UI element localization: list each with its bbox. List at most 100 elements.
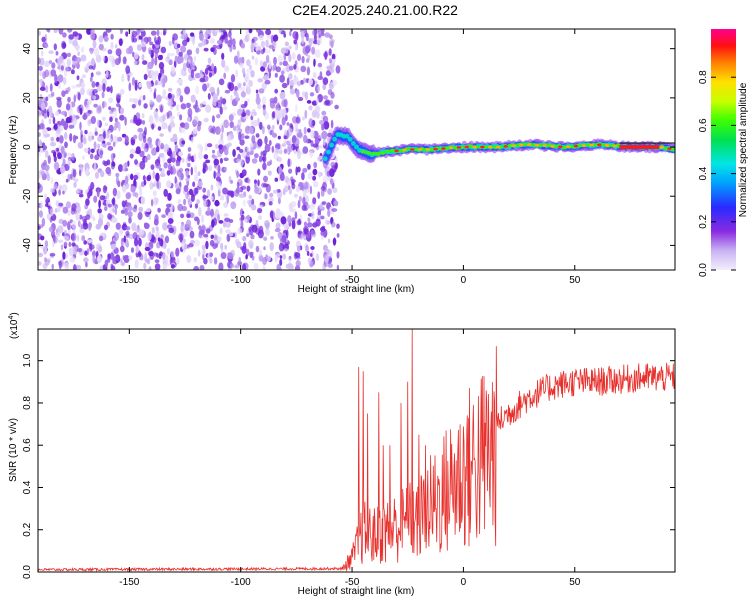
- noise-speckle: [141, 141, 146, 149]
- noise-speckle: [73, 94, 77, 103]
- noise-speckle: [283, 47, 289, 54]
- noise-speckle: [164, 235, 170, 244]
- noise-speckle: [188, 188, 194, 196]
- noise-speckle: [210, 234, 215, 239]
- noise-speckle: [215, 143, 219, 149]
- noise-speckle: [221, 52, 225, 60]
- noise-speckle: [278, 29, 282, 34]
- noise-speckle: [317, 62, 323, 68]
- noise-speckle: [336, 264, 340, 270]
- noise-speckle: [98, 235, 104, 242]
- noise-speckle: [72, 168, 77, 178]
- noise-speckle: [279, 144, 283, 151]
- noise-speckle: [336, 251, 340, 259]
- noise-speckle: [274, 72, 278, 78]
- noise-speckle: [322, 83, 327, 90]
- noise-speckle: [54, 74, 58, 84]
- noise-speckle: [125, 31, 129, 37]
- noise-speckle: [102, 116, 106, 121]
- noise-speckle: [260, 40, 266, 48]
- noise-speckle: [139, 188, 143, 197]
- noise-speckle: [176, 91, 179, 99]
- noise-speckle: [245, 254, 248, 260]
- noise-speckle: [312, 168, 318, 176]
- noise-speckle: [295, 104, 298, 113]
- noise-speckle: [88, 65, 94, 70]
- noise-speckle: [246, 185, 251, 192]
- noise-speckle: [118, 164, 123, 173]
- noise-speckle: [38, 139, 43, 149]
- noise-speckle: [251, 158, 258, 164]
- noise-speckle: [69, 256, 76, 263]
- noise-speckle: [39, 86, 46, 91]
- noise-speckle: [127, 74, 130, 82]
- noise-speckle: [53, 151, 57, 158]
- noise-speckle: [146, 81, 152, 90]
- noise-speckle: [72, 134, 77, 144]
- noise-speckle: [148, 266, 152, 270]
- noise-speckle: [220, 242, 224, 250]
- noise-speckle: [172, 36, 175, 45]
- noise-speckle: [190, 94, 196, 103]
- noise-speckle: [224, 166, 227, 172]
- noise-speckle: [289, 88, 296, 95]
- noise-speckle: [61, 110, 67, 116]
- noise-speckle: [240, 133, 245, 140]
- noise-speckle: [303, 221, 308, 227]
- noise-speckle: [300, 65, 307, 73]
- noise-speckle: [92, 217, 96, 222]
- noise-speckle: [138, 35, 143, 40]
- noise-speckle: [212, 93, 218, 103]
- noise-speckle: [254, 179, 257, 185]
- noise-speckle: [40, 146, 44, 154]
- noise-speckle: [263, 236, 268, 241]
- noise-speckle: [144, 252, 147, 261]
- noise-speckle: [80, 86, 85, 96]
- noise-speckle: [239, 86, 245, 92]
- noise-speckle: [260, 49, 265, 55]
- noise-speckle: [141, 113, 145, 119]
- noise-speckle: [104, 122, 109, 127]
- noise-speckle: [216, 44, 222, 50]
- noise-speckle: [109, 116, 113, 123]
- y-tick-label: 0.2: [22, 522, 33, 536]
- noise-speckle: [166, 180, 172, 189]
- noise-speckle: [172, 150, 176, 159]
- noise-speckle: [320, 230, 325, 236]
- noise-speckle: [148, 115, 154, 124]
- noise-speckle: [62, 77, 67, 85]
- noise-speckle: [291, 182, 296, 190]
- noise-speckle: [107, 213, 112, 220]
- noise-speckle: [139, 229, 145, 236]
- noise-speckle: [82, 155, 85, 160]
- noise-speckle: [104, 224, 108, 231]
- noise-speckle: [142, 60, 148, 65]
- noise-speckle: [43, 246, 48, 255]
- noise-speckle: [268, 60, 272, 69]
- noise-speckle: [240, 43, 245, 49]
- noise-speckle: [240, 220, 244, 229]
- noise-speckle: [149, 41, 154, 46]
- noise-speckle: [162, 89, 167, 96]
- noise-speckle: [81, 74, 87, 79]
- noise-speckle: [40, 50, 44, 57]
- noise-speckle: [89, 90, 93, 96]
- noise-speckle: [149, 88, 153, 93]
- noise-speckle: [281, 143, 286, 147]
- noise-speckle: [250, 234, 255, 240]
- noise-speckle: [87, 99, 92, 105]
- noise-speckle: [327, 238, 331, 244]
- noise-speckle: [129, 148, 136, 154]
- noise-speckle: [152, 190, 157, 197]
- noise-speckle: [317, 75, 324, 81]
- noise-speckle: [193, 153, 197, 162]
- noise-speckle: [281, 116, 286, 126]
- noise-speckle: [297, 81, 302, 87]
- noise-speckle: [207, 57, 212, 64]
- noise-speckle: [175, 188, 181, 195]
- noise-speckle: [160, 32, 163, 36]
- noise-speckle: [218, 262, 224, 270]
- noise-speckle: [197, 249, 201, 257]
- noise-speckle: [111, 217, 118, 223]
- noise-speckle: [199, 264, 205, 270]
